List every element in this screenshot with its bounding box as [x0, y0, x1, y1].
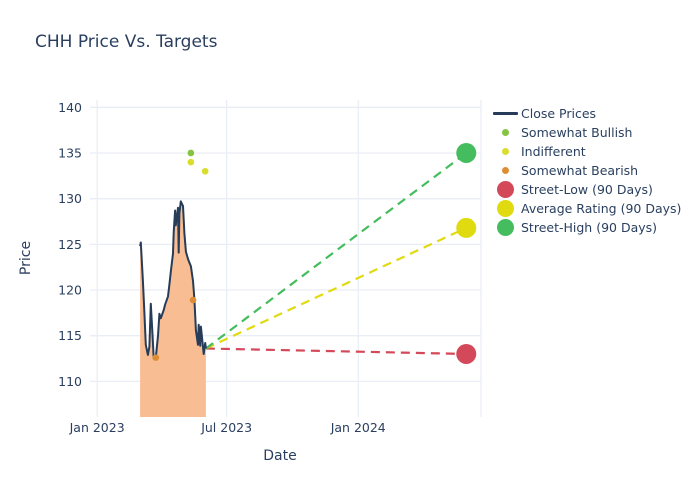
- circle-swatch-icon: [501, 129, 509, 136]
- legend-item-label: Average Rating (90 Days): [521, 201, 682, 216]
- legend-swatch-dot: [489, 129, 521, 136]
- close-price-area: [140, 201, 206, 417]
- rating-dot-indifferent: [187, 158, 195, 166]
- chart-legend: Close Prices Somewhat Bullish Indifferent S…: [489, 104, 681, 237]
- rating-dot-bullish: [187, 149, 195, 157]
- y-tick-label: 115: [58, 328, 82, 343]
- y-tick-label: 130: [58, 191, 82, 206]
- legend-item-close-prices[interactable]: Close Prices: [489, 104, 681, 123]
- target-dashed-line-average: [205, 226, 467, 350]
- legend-item-somewhat-bearish[interactable]: Somewhat Bearish: [489, 161, 681, 180]
- legend-item-average-rating-90-days[interactable]: Average Rating (90 Days): [489, 199, 681, 218]
- legend-swatch-circle: [489, 200, 521, 217]
- legend-item-label: Somewhat Bullish: [521, 125, 633, 140]
- y-tick-label: 135: [58, 145, 82, 160]
- y-tick-label: 120: [58, 283, 82, 298]
- circle-swatch-icon: [496, 219, 514, 236]
- legend-swatch-dot: [489, 167, 521, 174]
- legend-item-street-low-90-days[interactable]: Street-Low (90 Days): [489, 180, 681, 199]
- legend-swatch-circle: [489, 219, 521, 236]
- y-tick-label: 125: [58, 237, 82, 252]
- x-tick-label: Jan 2024: [330, 420, 386, 435]
- legend-item-somewhat-bullish[interactable]: Somewhat Bullish: [489, 123, 681, 142]
- circle-swatch-icon: [496, 181, 514, 198]
- legend-item-label: Street-High (90 Days): [521, 220, 658, 235]
- x-axis-title: Date: [263, 448, 297, 464]
- legend-item-label: Somewhat Bearish: [521, 163, 639, 178]
- target-marker-average: [456, 217, 477, 238]
- legend-item-label: Street-Low (90 Days): [521, 182, 653, 197]
- legend-item-label: Indifferent: [521, 144, 586, 159]
- chart-title: CHH Price Vs. Targets: [35, 32, 218, 52]
- y-axis-title: Price: [18, 240, 34, 276]
- legend-item-indifferent[interactable]: Indifferent: [489, 142, 681, 161]
- close-price-line: [139, 200, 207, 360]
- circle-swatch-icon: [501, 148, 509, 155]
- legend-swatch-line: [489, 112, 521, 115]
- rating-dot-bearish: [189, 296, 197, 304]
- target-dashed-line-street_low: [205, 347, 467, 356]
- legend-swatch-circle: [489, 181, 521, 198]
- y-tick-label: 110: [58, 374, 82, 389]
- x-tick-label: Jul 2023: [200, 420, 252, 435]
- rating-dot-indifferent: [201, 167, 209, 175]
- y-tick-label: 140: [58, 100, 82, 115]
- target-dashed-line-street_high: [205, 152, 467, 350]
- target-marker-street_high: [456, 142, 477, 163]
- legend-item-label: Close Prices: [521, 106, 597, 121]
- x-tick-label: Jan 2023: [69, 420, 125, 435]
- line-swatch-icon: [492, 112, 518, 115]
- circle-swatch-icon: [496, 200, 514, 217]
- legend-swatch-dot: [489, 148, 521, 155]
- target-marker-street_low: [456, 343, 477, 364]
- circle-swatch-icon: [501, 167, 509, 174]
- rating-dot-bearish: [152, 354, 160, 361]
- legend-item-street-high-90-days[interactable]: Street-High (90 Days): [489, 218, 681, 237]
